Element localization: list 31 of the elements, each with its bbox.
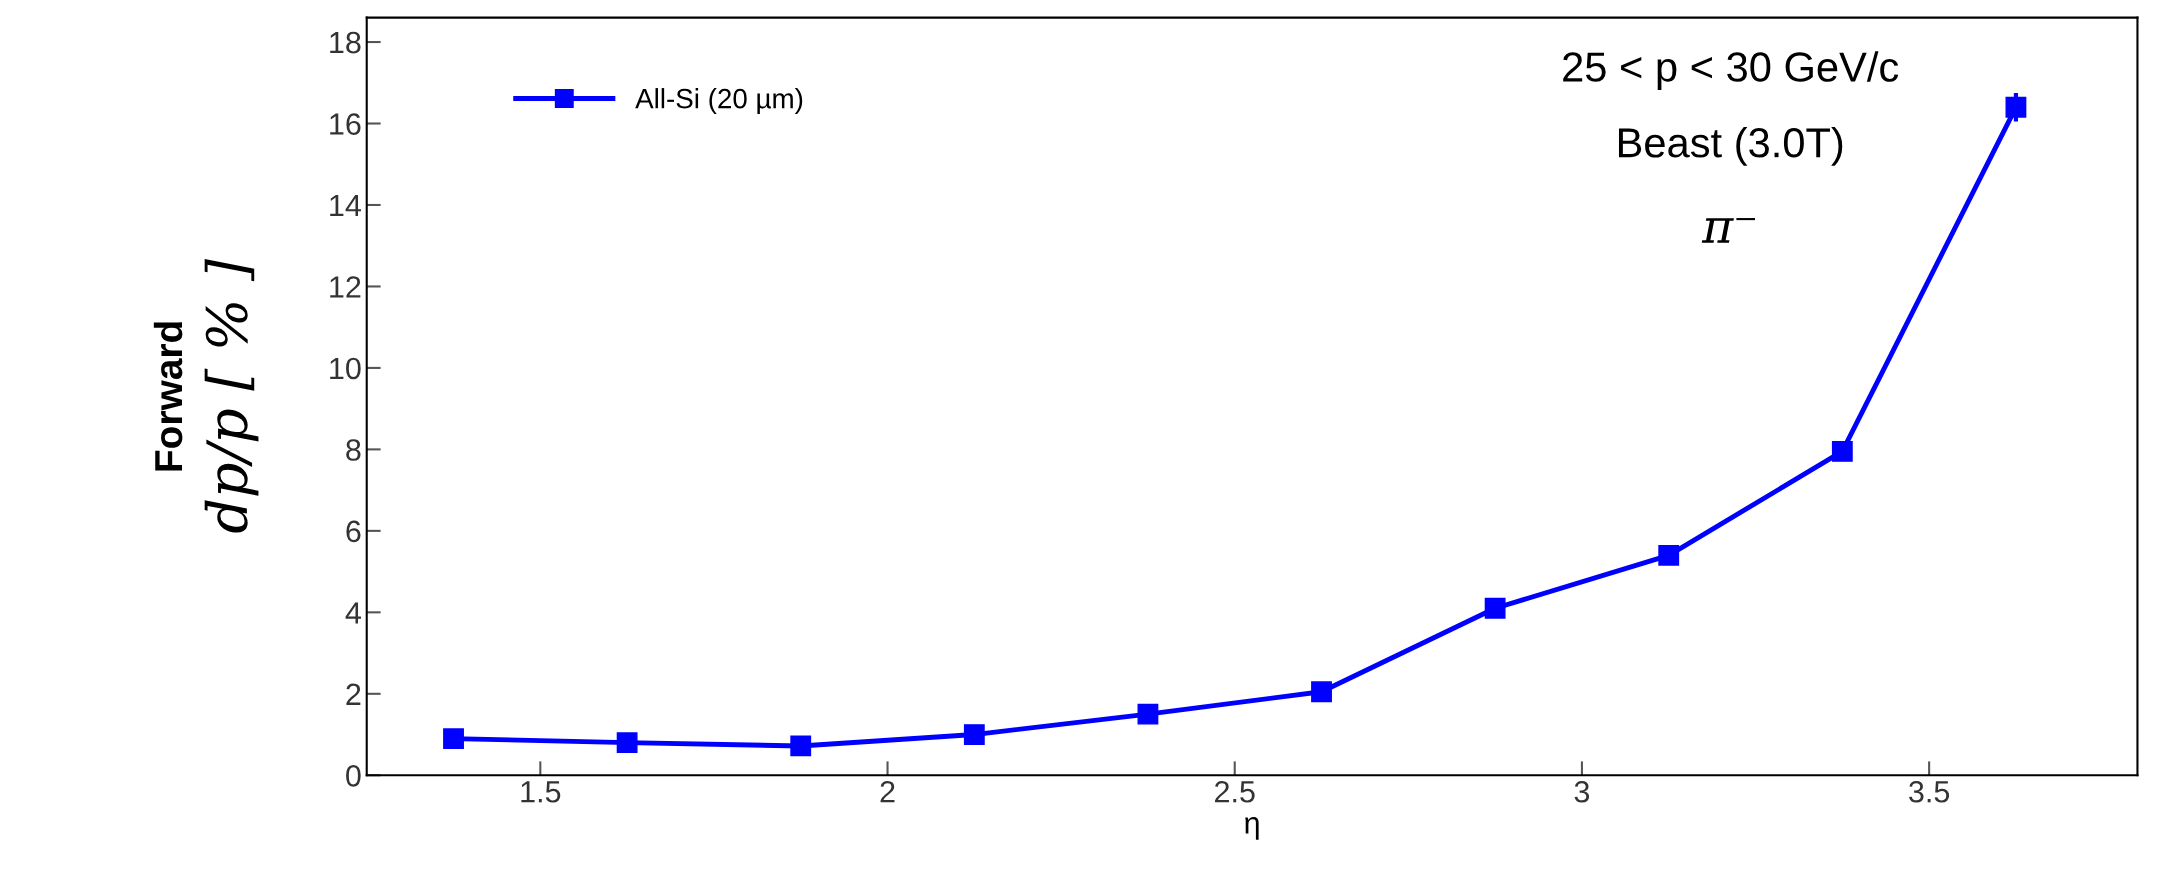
point bbox=[443, 728, 464, 750]
y-tick-label: 12 bbox=[330, 276, 361, 298]
y-axis-title: dp/p [ % ] bbox=[204, 259, 259, 533]
x-tick-label: 3 bbox=[1574, 780, 1590, 803]
point bbox=[616, 732, 638, 754]
point bbox=[790, 735, 812, 757]
y-tick-label: 16 bbox=[330, 113, 361, 135]
y-tick-label: 6 bbox=[346, 520, 361, 543]
y-tick-label: 8 bbox=[346, 439, 361, 461]
annotation: Beast (3.0T) bbox=[1618, 126, 1843, 166]
point bbox=[1658, 544, 1680, 566]
point bbox=[1311, 681, 1332, 703]
y-tick-label: 2 bbox=[346, 683, 361, 705]
x-tick-label: 1.5 bbox=[521, 781, 561, 803]
text: Forward bbox=[153, 322, 183, 471]
annotation: π⁻ bbox=[1701, 218, 1756, 243]
point bbox=[1137, 703, 1159, 725]
y-tick-label: 0 bbox=[346, 765, 361, 787]
x-axis-title: η bbox=[1245, 817, 1259, 840]
point bbox=[1831, 441, 1853, 462]
y-tick-label: 14 bbox=[330, 195, 361, 217]
annotation: 25 < p < 30 GeV/c bbox=[1563, 51, 1899, 91]
point bbox=[1484, 597, 1506, 619]
x-tick-label: 2 bbox=[880, 780, 895, 803]
y-tick-label: 18 bbox=[330, 31, 361, 54]
x-tick-label: 3.5 bbox=[1909, 780, 1950, 803]
point bbox=[963, 724, 985, 745]
x-tick-label: 2.5 bbox=[1215, 780, 1255, 803]
legend-label: All-Si (20 µm) bbox=[635, 88, 803, 114]
y-tick-label: 10 bbox=[330, 357, 361, 380]
y-tick-label: 4 bbox=[345, 602, 361, 624]
